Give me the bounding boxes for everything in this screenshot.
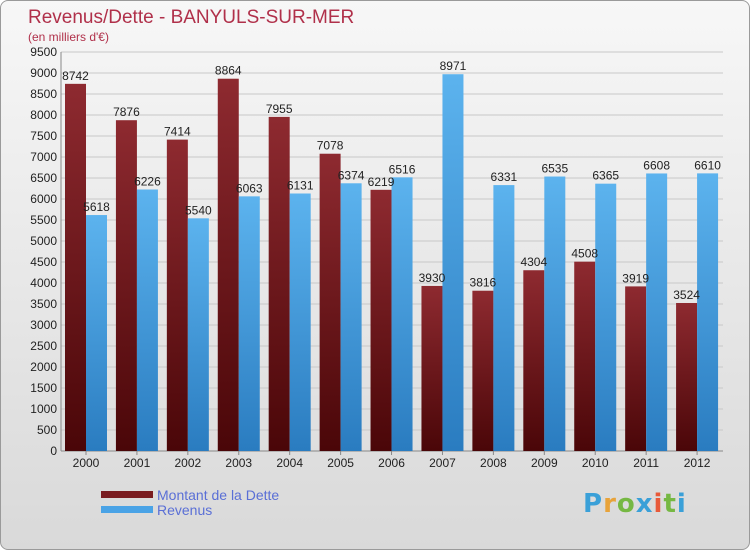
bar-revenus bbox=[86, 215, 107, 451]
bar-revenus bbox=[289, 193, 311, 452]
x-tick-label: 2012 bbox=[684, 456, 711, 470]
x-tick-label: 2000 bbox=[73, 456, 100, 470]
data-label-revenus: 6063 bbox=[236, 181, 263, 195]
bar-dette bbox=[115, 120, 137, 451]
bar-revenus bbox=[340, 183, 362, 452]
y-tick-label: 7000 bbox=[30, 150, 57, 164]
x-tick-label: 2002 bbox=[174, 456, 201, 470]
data-label-dette: 3930 bbox=[419, 271, 446, 285]
y-tick-label: 7500 bbox=[30, 129, 57, 143]
legend-swatch-dette bbox=[101, 491, 153, 498]
legend-item-dette: Montant de la Dette bbox=[101, 487, 279, 502]
data-label-dette: 7414 bbox=[164, 125, 191, 139]
y-tick-label: 5500 bbox=[30, 213, 57, 227]
y-tick-label: 0 bbox=[50, 444, 57, 458]
data-label-revenus: 5618 bbox=[83, 200, 110, 214]
y-tick-label: 2000 bbox=[30, 360, 57, 374]
data-label-revenus: 6365 bbox=[592, 169, 619, 183]
bar-dette bbox=[65, 83, 86, 451]
x-tick-label: 2008 bbox=[480, 456, 507, 470]
x-tick-label: 2005 bbox=[327, 456, 354, 470]
x-tick-label: 2001 bbox=[124, 456, 151, 470]
data-label-revenus: 6608 bbox=[643, 158, 670, 172]
y-tick-label: 1000 bbox=[30, 402, 57, 416]
data-label-dette: 4508 bbox=[571, 247, 598, 261]
data-label-revenus: 6131 bbox=[287, 178, 314, 192]
y-tick-label: 6500 bbox=[30, 171, 57, 185]
legend-label-dette: Montant de la Dette bbox=[157, 486, 280, 503]
bar-dette bbox=[370, 189, 392, 451]
y-tick-label: 9500 bbox=[30, 45, 57, 59]
data-label-dette: 3816 bbox=[470, 276, 497, 290]
bar-dette bbox=[421, 285, 443, 451]
legend-item-revenus: Revenus bbox=[101, 502, 279, 517]
bar-dette bbox=[217, 78, 239, 451]
bar-dette bbox=[319, 153, 341, 451]
bar-revenus bbox=[697, 173, 719, 451]
x-tick-label: 2009 bbox=[531, 456, 558, 470]
bar-dette bbox=[166, 139, 188, 451]
data-label-revenus: 6374 bbox=[338, 168, 365, 182]
data-label-revenus: 8971 bbox=[440, 59, 467, 73]
y-tick-label: 8000 bbox=[30, 108, 57, 122]
bar-dette bbox=[268, 116, 290, 451]
x-tick-label: 2004 bbox=[276, 456, 303, 470]
bar-revenus bbox=[187, 218, 209, 451]
y-tick-label: 500 bbox=[37, 423, 57, 437]
bar-revenus bbox=[493, 185, 515, 451]
bar-revenus bbox=[391, 177, 413, 451]
bar-revenus bbox=[595, 183, 617, 452]
data-label-dette: 7876 bbox=[113, 105, 140, 119]
data-label-revenus: 6610 bbox=[694, 158, 721, 172]
data-label-revenus: 5540 bbox=[185, 203, 212, 217]
data-label-dette: 7078 bbox=[317, 139, 344, 153]
x-tick-label: 2011 bbox=[633, 456, 659, 470]
x-tick-label: 2003 bbox=[225, 456, 252, 470]
bar-dette bbox=[625, 286, 647, 451]
bar-revenus bbox=[544, 176, 566, 451]
y-tick-label: 3500 bbox=[30, 297, 57, 311]
data-label-dette: 3919 bbox=[622, 271, 649, 285]
y-tick-label: 5000 bbox=[30, 234, 57, 248]
y-tick-label: 4500 bbox=[30, 255, 57, 269]
data-label-dette: 4304 bbox=[520, 255, 547, 269]
data-label-revenus: 6535 bbox=[541, 162, 568, 176]
y-tick-label: 8500 bbox=[30, 87, 57, 101]
data-label-revenus: 6226 bbox=[134, 175, 161, 189]
data-label-dette: 3524 bbox=[673, 288, 700, 302]
legend: Montant de la Dette Revenus bbox=[101, 487, 279, 517]
proxiti-logo: Proxiti bbox=[583, 489, 687, 519]
legend-swatch-revenus bbox=[101, 506, 153, 513]
chart-subtitle: (en milliers d'€) bbox=[28, 30, 109, 44]
y-tick-label: 3000 bbox=[30, 318, 57, 332]
data-label-revenus: 6331 bbox=[491, 170, 518, 184]
y-tick-label: 4000 bbox=[30, 276, 57, 290]
bar-dette bbox=[676, 302, 698, 451]
data-label-dette: 8864 bbox=[215, 64, 242, 78]
bar-dette bbox=[574, 261, 596, 451]
bar-dette bbox=[523, 270, 545, 451]
chart-title: Revenus/Dette - BANYULS-SUR-MER bbox=[28, 7, 355, 28]
x-tick-label: 2006 bbox=[378, 456, 405, 470]
y-tick-label: 1500 bbox=[30, 381, 57, 395]
y-tick-label: 6000 bbox=[30, 192, 57, 206]
x-tick-label: 2010 bbox=[582, 456, 609, 470]
legend-label-revenus: Revenus bbox=[157, 501, 213, 518]
bar-revenus bbox=[442, 74, 464, 451]
y-tick-label: 2500 bbox=[30, 339, 57, 353]
y-tick-label: 9000 bbox=[30, 66, 57, 80]
bar-revenus bbox=[136, 189, 158, 451]
data-label-dette: 8742 bbox=[62, 69, 89, 83]
bar-revenus bbox=[646, 173, 668, 452]
data-label-dette: 6219 bbox=[368, 175, 395, 189]
data-label-dette: 7955 bbox=[266, 102, 293, 116]
data-label-revenus: 6516 bbox=[389, 162, 416, 176]
bar-dette bbox=[472, 290, 494, 451]
bar-revenus bbox=[238, 196, 260, 451]
x-tick-label: 2007 bbox=[429, 456, 456, 470]
